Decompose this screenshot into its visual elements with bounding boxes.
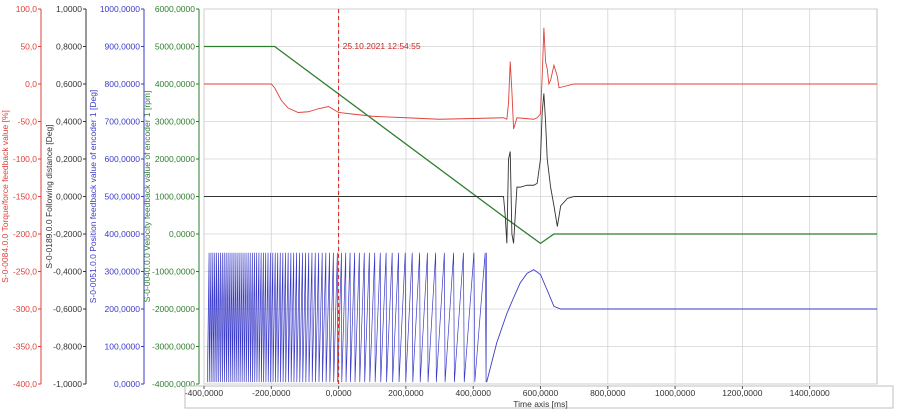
y-tick-label-following: 0,8000 [56, 42, 82, 52]
y-tick-label-following: 0,6000 [56, 79, 82, 89]
x-axis-band [184, 385, 894, 409]
y-tick-label-velocity: -3000,0000 [152, 342, 195, 352]
y-tick-label-torque: -200,0 [13, 229, 37, 239]
series-line-position-sawtooth [207, 252, 488, 383]
x-tick-label: 200,0000 [388, 388, 424, 398]
y-tick-label-torque: -250,0 [13, 267, 37, 277]
y-tick-label-torque: -50,0 [18, 117, 38, 127]
y-tick-label-torque: -100,0 [13, 154, 37, 164]
y-tick-label-following: 1,0000 [56, 4, 82, 14]
x-tick-label: 0,0000 [326, 388, 352, 398]
x-tick-label: 800,0000 [590, 388, 626, 398]
x-tick-label: 600,0000 [523, 388, 559, 398]
series-line-velocity [204, 45, 877, 245]
y-tick-label-position: 1000,0000 [100, 4, 140, 14]
x-axis-title: Time axis [ms] [513, 399, 567, 409]
y-tick-label-following: -0,2000 [53, 229, 82, 239]
y-tick-label-velocity: 2000,0000 [155, 154, 195, 164]
y-tick-label-velocity: -2000,0000 [152, 304, 195, 314]
y-tick-label-position: 600,0000 [105, 154, 141, 164]
y-tick-label-velocity: 4000,0000 [155, 79, 195, 89]
y-tick-label-velocity: 1000,0000 [155, 192, 195, 202]
cursor-label: 25.10.2021 12:54:55 [343, 41, 421, 51]
x-tick-label: 1200,0000 [722, 388, 762, 398]
x-tick-label: 1400,0000 [790, 388, 830, 398]
y-tick-label-velocity: -1000,0000 [152, 267, 195, 277]
series-line-following [204, 93, 877, 244]
y-tick-label-following: -0,4000 [53, 267, 82, 277]
y-tick-label-torque: 100,0 [16, 4, 38, 14]
y-tick-label-torque: 50,0 [20, 42, 37, 52]
y-tick-label-torque: 0,0 [25, 79, 37, 89]
y-tick-label-velocity: -4000,0000 [152, 379, 195, 389]
y-tick-label-velocity: 0,0000 [169, 229, 195, 239]
series-group [204, 27, 877, 383]
y-tick-label-torque: -400,0 [13, 379, 37, 389]
y-tick-label-following: -0,8000 [53, 342, 82, 352]
y-tick-label-position: 0,0000 [114, 379, 140, 389]
y-tick-label-following: 0,4000 [56, 117, 82, 127]
y-tick-label-following: 0,0000 [56, 192, 82, 202]
x-tick-label: -200,0000 [252, 388, 291, 398]
y-axis-title-position: S-0-0051.0.0 Position feedback value of … [88, 90, 98, 304]
y-tick-label-following: -0,6000 [53, 304, 82, 314]
x-tick-label: -400,0000 [185, 388, 224, 398]
x-tick-label: 400,0000 [455, 388, 491, 398]
y-tick-label-position: 200,0000 [105, 304, 141, 314]
y-axis-title-following: S-0-0189.0.0 Following distance [Deg] [44, 124, 54, 268]
x-tick-label: 1000,0000 [655, 388, 695, 398]
y-tick-label-position: 900,0000 [105, 42, 141, 52]
y-tick-label-velocity: 5000,0000 [155, 42, 195, 52]
y-tick-label-following: -1,0000 [53, 379, 82, 389]
y-tick-label-torque: -150,0 [13, 192, 37, 202]
y-tick-label-position: 300,0000 [105, 267, 141, 277]
y-tick-label-position: 500,0000 [105, 192, 141, 202]
y-axis-title-torque: S-0-0084.0.0 Torque/force feedback value… [0, 110, 10, 283]
y-tick-label-position: 800,0000 [105, 79, 141, 89]
y-tick-label-position: 100,0000 [105, 342, 141, 352]
y-tick-label-position: 700,0000 [105, 117, 141, 127]
y-tick-label-torque: -300,0 [13, 304, 37, 314]
y-tick-label-velocity: 6000,0000 [155, 4, 195, 14]
y-tick-label-velocity: 3000,0000 [155, 117, 195, 127]
y-axis-title-velocity: S-0-0040.0.0 Velocity feedback value of … [142, 91, 152, 303]
series-line-position-tail [486, 269, 877, 383]
y-tick-label-following: 0,2000 [56, 154, 82, 164]
series-line-torque [204, 27, 877, 130]
y-tick-label-torque: -350,0 [13, 342, 37, 352]
y-tick-label-position: 400,0000 [105, 229, 141, 239]
